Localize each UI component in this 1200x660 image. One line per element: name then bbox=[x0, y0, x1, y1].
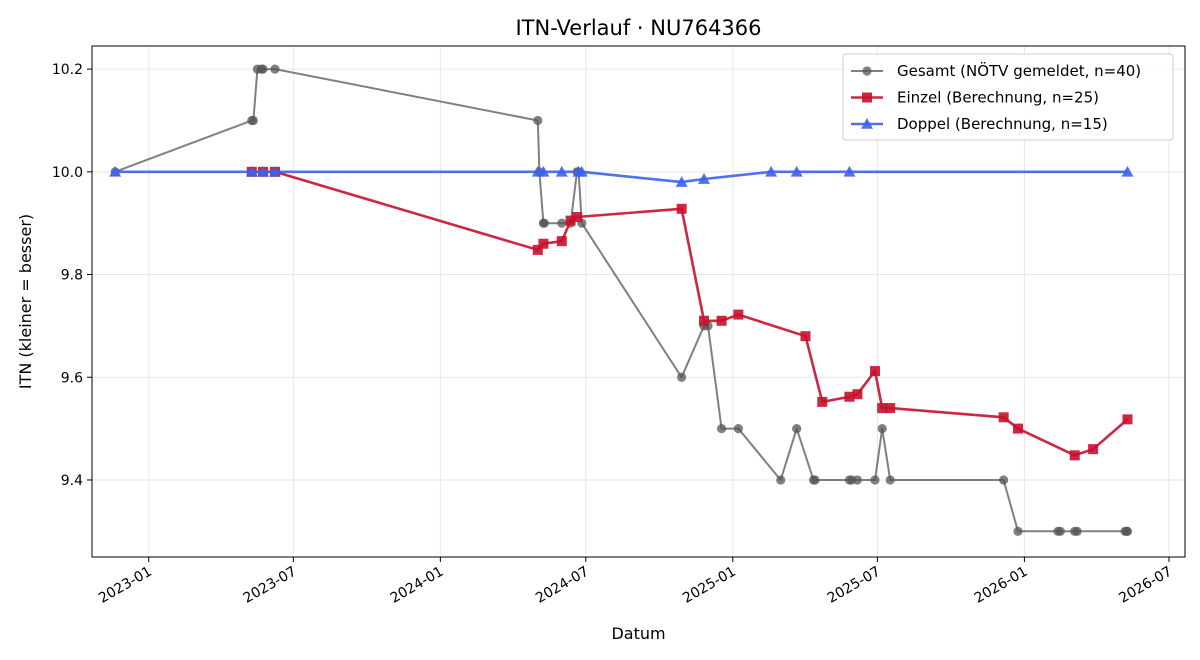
data-point bbox=[817, 396, 828, 407]
y-tick-label: 9.8 bbox=[61, 268, 83, 284]
data-point bbox=[776, 475, 786, 485]
x-tick-label: 2025-01 bbox=[680, 564, 739, 607]
data-point bbox=[258, 64, 268, 74]
legend-label: Einzel (Berechnung, n=25) bbox=[897, 89, 1099, 107]
data-point bbox=[1088, 444, 1099, 455]
series-layer bbox=[109, 64, 1134, 536]
data-point bbox=[557, 218, 567, 228]
data-point bbox=[1069, 450, 1080, 461]
series-triangle bbox=[109, 165, 1134, 187]
data-point bbox=[532, 244, 543, 255]
data-point bbox=[268, 165, 281, 177]
data-point bbox=[565, 215, 576, 226]
data-point bbox=[790, 165, 803, 177]
data-point bbox=[538, 238, 549, 249]
y-tick-label: 10.0 bbox=[52, 165, 83, 181]
data-point bbox=[733, 309, 744, 320]
data-point bbox=[765, 165, 778, 177]
data-point bbox=[792, 424, 802, 434]
legend: Gesamt (NÖTV gemeldet, n=40) Einzel (Bere… bbox=[842, 53, 1174, 141]
chart-title: ITN-Verlauf · NU764366 bbox=[515, 16, 761, 40]
data-point bbox=[716, 424, 727, 434]
data-point bbox=[571, 212, 582, 223]
data-point bbox=[800, 331, 811, 342]
data-point bbox=[852, 475, 863, 485]
data-point bbox=[575, 165, 588, 177]
data-point bbox=[877, 403, 888, 414]
data-point bbox=[869, 366, 880, 377]
legend-swatch-marker bbox=[862, 92, 872, 103]
data-point bbox=[810, 475, 820, 485]
legend-label: Doppel (Berechnung, n=15) bbox=[897, 115, 1108, 133]
x-tick-label: 2024-01 bbox=[388, 564, 447, 607]
data-point bbox=[270, 64, 280, 74]
data-point bbox=[1122, 526, 1133, 536]
y-tick-label: 9.6 bbox=[61, 370, 83, 386]
data-point bbox=[843, 165, 856, 177]
data-point bbox=[675, 176, 688, 187]
data-point bbox=[676, 203, 687, 214]
plot-frame bbox=[91, 45, 1186, 558]
data-point bbox=[852, 389, 863, 400]
data-point bbox=[733, 424, 743, 434]
x-axis-title: Datum bbox=[611, 624, 665, 643]
x-tick-label: 2023-07 bbox=[241, 564, 300, 607]
data-point bbox=[870, 475, 880, 485]
y-tick-label: 10.2 bbox=[52, 62, 83, 78]
data-point bbox=[533, 115, 543, 126]
data-point bbox=[109, 165, 122, 177]
data-point bbox=[555, 165, 568, 177]
data-point bbox=[677, 372, 687, 382]
legend-label: Gesamt (NÖTV gemeldet, n=40) bbox=[897, 61, 1141, 80]
data-point bbox=[844, 391, 855, 402]
data-point bbox=[556, 236, 567, 247]
data-point bbox=[1072, 526, 1082, 536]
data-point bbox=[885, 403, 896, 414]
data-point bbox=[877, 424, 887, 434]
data-point bbox=[256, 165, 269, 177]
data-point bbox=[998, 412, 1009, 423]
y-axis-title: ITN (kleiner = besser) bbox=[16, 214, 35, 389]
legend-swatch-marker bbox=[861, 118, 873, 129]
axes: 2023-01 2023-07 2024-01 2024-07 2025-01 2025-… bbox=[52, 62, 1175, 607]
data-point bbox=[699, 315, 710, 326]
data-point bbox=[537, 165, 550, 177]
x-tick-label: 2026-07 bbox=[1116, 564, 1175, 607]
legend-box bbox=[842, 53, 1174, 141]
data-point bbox=[1055, 526, 1065, 536]
data-point bbox=[1013, 526, 1023, 536]
series-line bbox=[114, 68, 1128, 533]
data-point bbox=[248, 115, 258, 126]
y-tick-label: 9.4 bbox=[61, 473, 83, 489]
series-square bbox=[246, 166, 1133, 461]
data-point bbox=[698, 173, 711, 184]
data-point bbox=[245, 165, 258, 177]
legend-swatch-marker bbox=[862, 66, 872, 76]
x-tick-label: 2025-07 bbox=[825, 564, 884, 607]
data-point bbox=[885, 475, 895, 485]
x-tick-label: 2023-01 bbox=[96, 564, 155, 607]
x-tick-label: 2026-01 bbox=[972, 564, 1031, 607]
data-point bbox=[999, 475, 1009, 485]
x-tick-label: 2024-07 bbox=[533, 564, 592, 607]
data-point bbox=[1013, 423, 1024, 434]
data-point bbox=[716, 315, 727, 326]
data-point bbox=[539, 218, 549, 228]
data-point bbox=[1122, 414, 1133, 425]
series-line bbox=[251, 170, 1129, 457]
data-point bbox=[1121, 165, 1134, 177]
